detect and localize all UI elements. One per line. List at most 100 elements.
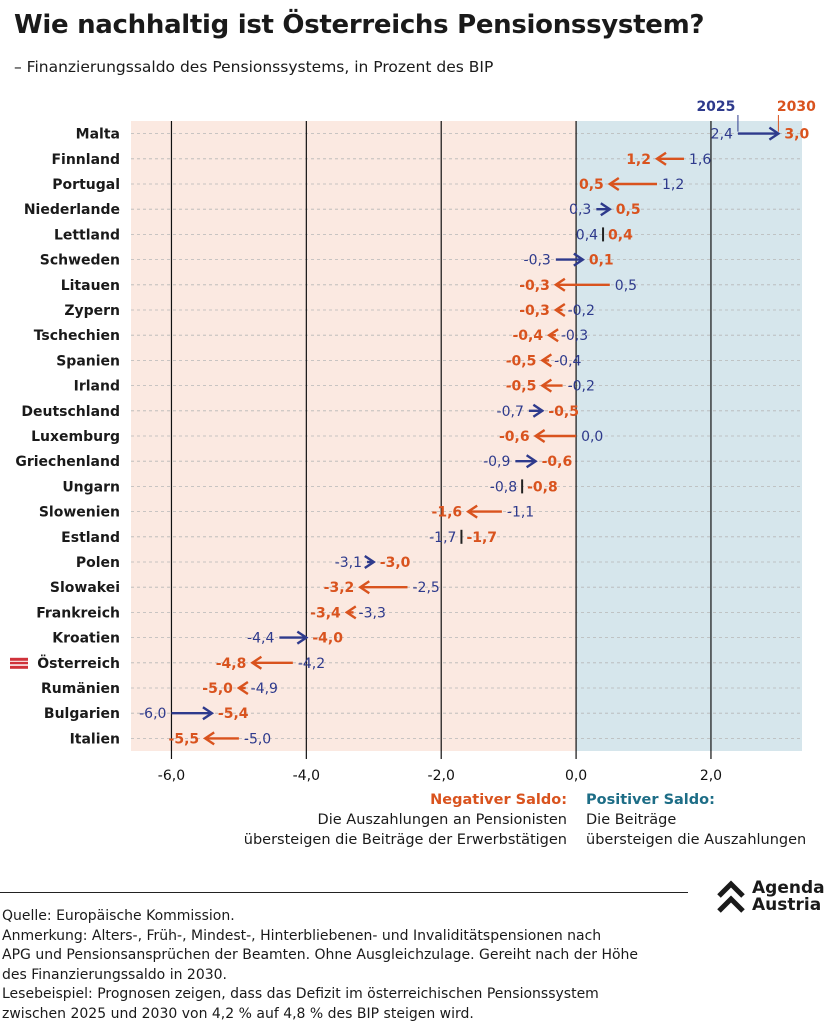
category-label: Rumänien [41,681,120,697]
footer-note-line-3: des Finanzierungssaldo in 2030. [2,966,227,983]
value-2025-label: -3,3 [359,605,386,621]
legend-positive-line-1: Die Beiträge [586,812,677,828]
legend-negative: Negativer Saldo: Die Auszahlungen an Pen… [244,790,567,850]
agenda-austria-logo: Agenda Austria [716,880,825,916]
category-label: Tschechien [34,328,120,344]
value-2030-label: 0,5 [579,177,604,193]
category-label: Italien [70,731,120,747]
legend-positive-line-2: übersteigen die Auszahlungen [586,832,807,848]
change-arrow-head [466,504,478,519]
value-2025-label: 1,2 [662,177,684,193]
austria-flag-icon [10,661,28,665]
change-arrow-head [607,177,620,191]
logo-wordmark: Agenda Austria [752,880,825,914]
category-label: Spanien [56,353,120,369]
category-label: Slowakei [50,580,120,596]
value-2030-label: -0,8 [527,479,558,495]
value-2025-label: -0,3 [524,253,551,269]
value-2030-label: -0,6 [499,429,530,445]
change-arrow-head [533,429,546,443]
value-2030-label: -0,5 [506,379,537,395]
change-arrow-head [768,126,781,141]
category-label: Griechenland [15,454,120,470]
category-label: Estland [61,530,120,546]
change-arrow-head [540,378,553,393]
legend-positive-heading: Positiver Saldo: [586,792,715,808]
x-tick-label: 0,0 [565,768,587,784]
value-2030-label: -0,3 [519,303,550,319]
change-arrow-head [540,353,553,368]
x-tick-label: -6,0 [158,768,185,784]
change-arrow-head [532,403,545,418]
category-label: Irland [74,379,120,395]
category-label: Litauen [61,278,120,294]
footer-divider [0,892,688,893]
value-2025-label: -4,9 [251,681,278,697]
category-label: Malta [76,127,120,143]
value-2025-label: 0,5 [615,278,637,294]
category-label: Bulgarien [44,706,120,722]
value-2025-label: -0,3 [561,328,588,344]
value-2025-label: 0,3 [569,202,591,218]
value-2025-label: -1,7 [429,530,456,546]
change-arrow-head [202,706,215,721]
footer-source: Quelle: Europäische Kommission. [2,908,235,924]
value-2030-label: -0,5 [506,353,537,369]
category-label: Österreich [37,654,120,672]
category-label: Lettland [54,227,120,243]
footer-notes: Quelle: Europäische Kommission. Anmerkun… [2,907,692,1024]
x-tick-label: -2,0 [428,768,455,784]
x-tick-label: 2,0 [700,768,722,784]
value-2025-label: -4,2 [298,656,325,672]
value-2030-label: -0,6 [542,454,573,470]
category-label: Niederlande [24,202,120,218]
footer-example-line-1: Lesebeispiel: Prognosen zeigen, dass das… [2,986,599,1002]
change-arrow-head [546,328,559,343]
footer-note-line-1: Anmerkung: Alters-, Früh-, Mindest-, Hin… [2,927,602,944]
austria-flag-icon [10,665,28,669]
category-label: Finnland [51,152,120,168]
value-2025-label: 2,4 [711,127,733,143]
value-2025-label: -0,4 [554,353,581,369]
value-2030-label: 0,5 [616,202,641,218]
change-arrow-head [203,731,215,746]
value-2030-label: 0,4 [608,227,633,243]
change-arrow-head [358,580,370,595]
change-arrow-head [654,151,667,166]
value-2030-label: -0,5 [548,404,579,420]
value-2025-label: -0,2 [568,379,595,395]
category-label: Deutschland [21,404,120,420]
change-arrow-head [553,277,566,292]
value-2030-label: -5,5 [169,731,200,747]
logo-chevron-icon [717,880,745,913]
value-2025-label: -2,5 [412,580,439,596]
value-2025-label: -0,9 [483,454,510,470]
category-label: Portugal [52,177,120,193]
value-2030-label: 3,0 [784,127,809,143]
category-label: Slowenien [39,505,120,521]
value-2025-label: 0,4 [576,227,598,243]
category-label: Luxemburg [31,429,120,445]
value-2030-label: -3,0 [380,555,411,571]
value-2025-label: 1,6 [689,152,711,168]
page-title: Wie nachhaltig ist Österreichs Pensionss… [14,10,705,40]
value-2025-label: -0,2 [568,303,595,319]
pension-balance-chart: -6,0 -4,0 -2,0 0,0 2,0 2025 2030 Malta 2,4 3,0 Fin… [10,99,816,784]
category-label: Polen [76,555,120,571]
legend-year-2025: 2025 [696,99,735,115]
category-label: Frankreich [36,605,120,621]
austria-flag-icon [10,657,28,661]
category-label: Ungarn [62,479,120,495]
value-2030-label: 1,2 [626,152,651,168]
category-label: Zypern [64,303,120,319]
value-2025-label: -3,1 [335,555,362,571]
value-2030-label: -4,8 [216,656,247,672]
value-2030-label: -1,6 [432,505,463,521]
value-2025-label: -0,8 [490,479,517,495]
legend-negative-line-2: übersteigen die Beiträge der Erwerbstäti… [243,832,567,848]
value-2025-label: -6,0 [139,706,166,722]
value-2030-label: -4,0 [312,631,343,647]
change-arrow-head [236,681,249,695]
footer-example-line-2: zwischen 2025 und 2030 von 4,2 % auf 4,8… [2,1005,474,1022]
value-2030-label: -0,4 [512,328,543,344]
